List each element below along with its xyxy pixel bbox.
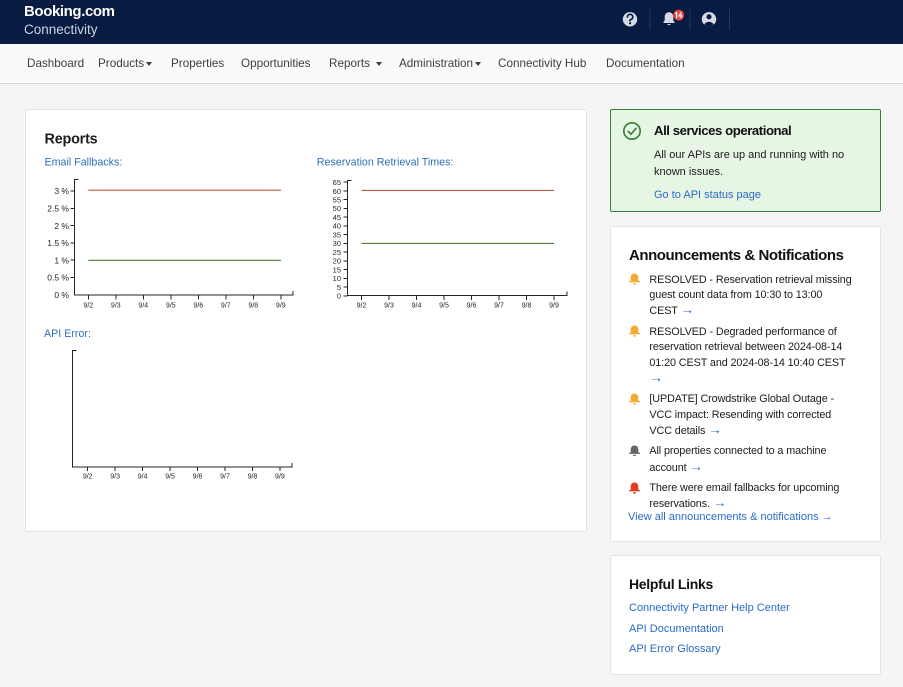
svg-text:9/6: 9/6 [193,474,203,481]
svg-text:9/5: 9/5 [166,302,176,309]
svg-text:9/4: 9/4 [138,474,148,481]
svg-text:15: 15 [333,265,341,274]
svg-text:9/2: 9/2 [83,302,93,309]
svg-text:9/3: 9/3 [111,302,121,309]
svg-text:40: 40 [333,222,341,231]
svg-text:9/5: 9/5 [165,474,175,481]
svg-text:9/2: 9/2 [83,474,93,481]
svg-text:9/2: 9/2 [357,303,367,310]
svg-text:1 %: 1 % [54,255,69,265]
svg-text:5: 5 [337,283,341,292]
svg-text:20: 20 [333,257,341,266]
svg-text:9/6: 9/6 [467,303,477,310]
svg-text:65: 65 [333,178,341,187]
svg-text:1.5 %: 1.5 % [47,238,69,248]
svg-text:9/8: 9/8 [248,474,258,481]
svg-text:0: 0 [337,292,341,301]
svg-text:0 %: 0 % [54,290,69,300]
svg-text:10: 10 [333,274,341,283]
svg-text:9/9: 9/9 [549,303,559,310]
svg-text:55: 55 [333,195,341,204]
svg-text:3 %: 3 % [54,186,69,196]
svg-text:9/4: 9/4 [412,303,422,310]
svg-text:9/7: 9/7 [220,474,230,481]
svg-text:Reports: Reports [45,131,98,147]
svg-text:9/4: 9/4 [138,302,148,309]
svg-text:9/3: 9/3 [384,303,394,310]
svg-text:9/9: 9/9 [275,474,285,481]
svg-text:Reservation Retrieval Times:: Reservation Retrieval Times: [317,157,454,169]
svg-text:Email Fallbacks:: Email Fallbacks: [45,157,123,169]
svg-text:9/7: 9/7 [221,302,231,309]
svg-text:9/6: 9/6 [193,302,203,309]
svg-text:50: 50 [333,204,341,213]
svg-text:9/9: 9/9 [276,302,286,309]
svg-text:9/8: 9/8 [248,302,258,309]
svg-text:30: 30 [333,239,341,248]
svg-text:9/5: 9/5 [439,303,449,310]
svg-text:25: 25 [333,248,341,257]
svg-text:0.5 %: 0.5 % [47,273,69,283]
svg-text:60: 60 [333,187,341,196]
svg-text:35: 35 [333,230,341,239]
svg-text:2 %: 2 % [54,221,69,231]
svg-text:2.5 %: 2.5 % [47,204,69,214]
svg-text:9/7: 9/7 [494,303,504,310]
svg-text:9/8: 9/8 [522,303,532,310]
svg-text:API Error:: API Error: [44,328,91,340]
svg-text:45: 45 [333,213,341,222]
svg-text:9/3: 9/3 [110,474,120,481]
